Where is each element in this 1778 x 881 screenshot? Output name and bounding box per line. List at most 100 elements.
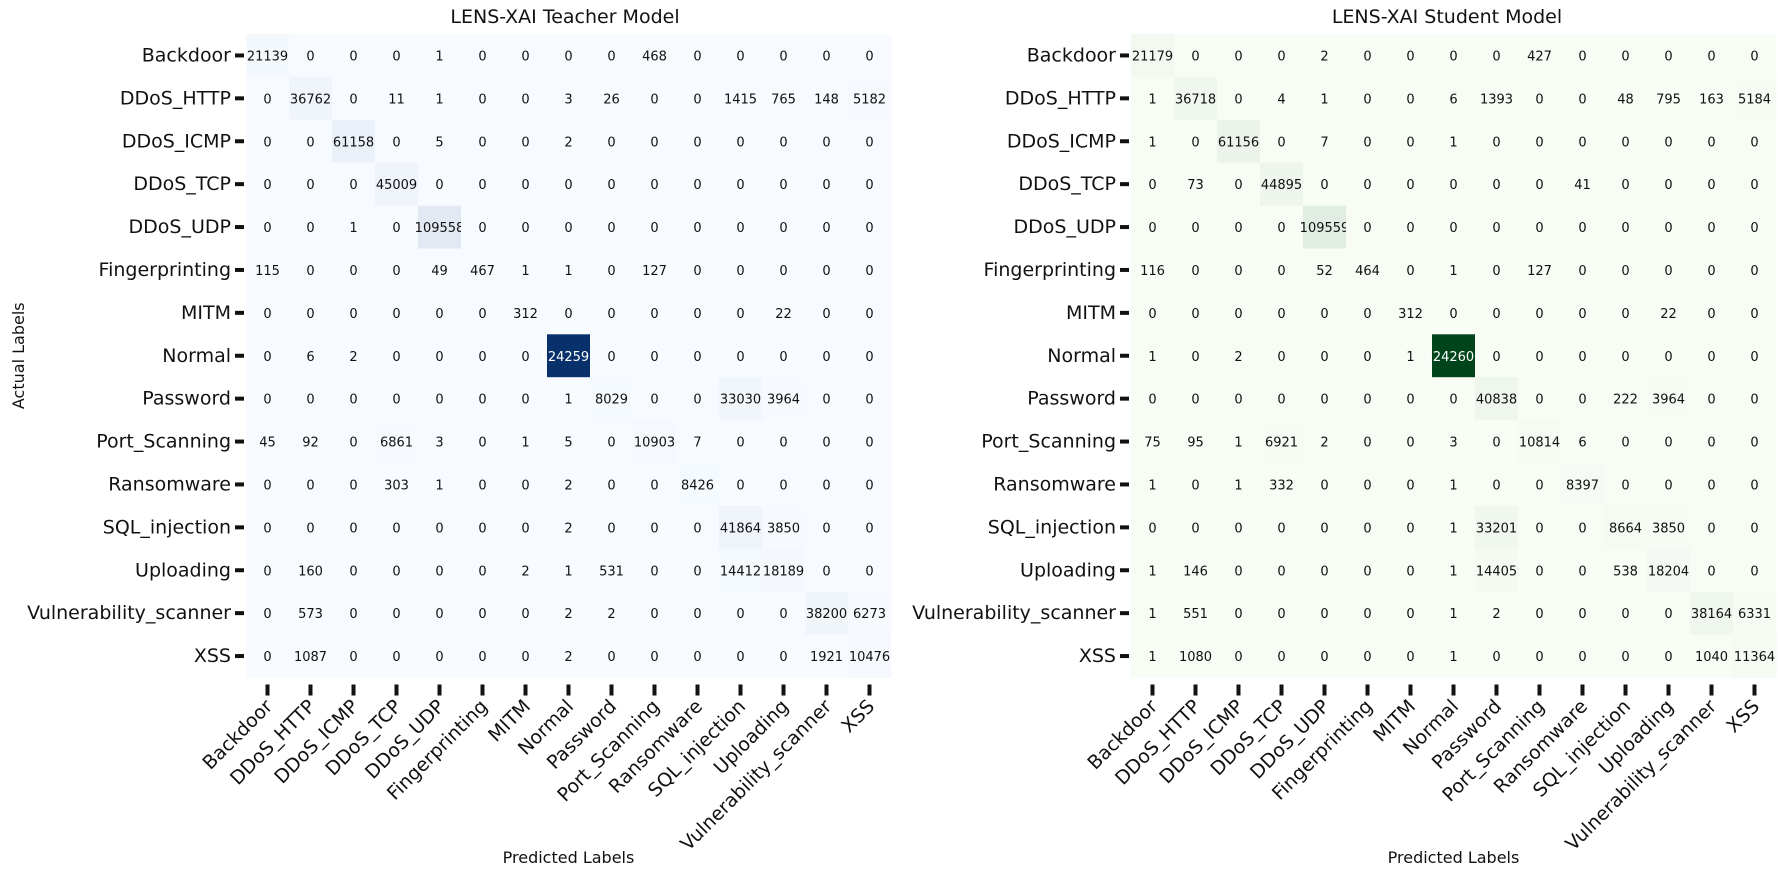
- cell-value-label: 0: [1406, 478, 1414, 493]
- cell-value-label: 0: [1363, 650, 1371, 665]
- cell-value-label: 1: [1148, 350, 1156, 365]
- cell-value-label: 0: [1363, 307, 1371, 322]
- y-tick-label: SQL_injection: [103, 516, 231, 538]
- heatmap-cell: [633, 591, 677, 636]
- heatmap-cell: [1518, 34, 1562, 78]
- cell-value-label: 1: [349, 221, 357, 236]
- cell-value-label: 38164: [1691, 607, 1732, 622]
- cell-value-label: 0: [1363, 521, 1371, 536]
- cell-value-label: 0: [779, 135, 787, 150]
- heatmap-cell: [719, 591, 763, 636]
- cell-value-label: 22: [1660, 307, 1677, 322]
- cell-value-label: 40838: [1476, 393, 1517, 408]
- heatmap-cell: [719, 634, 763, 678]
- cell-value-label: 0: [1277, 350, 1285, 365]
- heatmap-cell: [1389, 205, 1433, 249]
- heatmap-cell: [1604, 634, 1648, 678]
- cell-value-label: 0: [1363, 49, 1371, 64]
- heatmap-cell: [1604, 34, 1648, 78]
- cell-value-label: 468: [642, 49, 667, 64]
- cell-value-label: 0: [1578, 264, 1586, 279]
- heatmap-cell: [1432, 291, 1476, 335]
- cell-value-label: 0: [1664, 178, 1672, 193]
- y-tick-label: XSS: [1079, 645, 1116, 667]
- cell-value-label: 1087: [294, 650, 327, 665]
- cell-value-label: 2: [564, 607, 572, 622]
- cell-value-label: 1: [1449, 264, 1457, 279]
- cell-value-label: 0: [1234, 393, 1242, 408]
- heatmap-cell: [676, 463, 720, 507]
- cell-value-label: 95: [1187, 436, 1204, 451]
- heatmap-cell: [1561, 634, 1605, 678]
- cell-value-label: 0: [736, 264, 744, 279]
- cell-value-label: 0: [1535, 650, 1543, 665]
- heatmap-cell: [246, 205, 290, 249]
- cell-value-label: 1415: [724, 92, 757, 107]
- heatmap-cell: [805, 334, 849, 378]
- y-tick-label: DDoS_TCP: [133, 173, 231, 195]
- heatmap-cell: [1432, 76, 1476, 121]
- cell-value-label: 0: [1320, 607, 1328, 622]
- y-tick-label: Fingerprinting: [99, 259, 231, 281]
- heatmap-cell: [1561, 463, 1605, 507]
- cell-value-label: 0: [349, 478, 357, 493]
- heatmap-cell: [1303, 463, 1347, 507]
- heatmap-cell: [461, 119, 505, 164]
- cell-value-label: 0: [263, 393, 271, 408]
- heatmap-cell: [762, 634, 806, 678]
- heatmap-cell: [1647, 119, 1691, 164]
- cell-value-label: 0: [392, 264, 400, 279]
- heatmap-cell: [1647, 248, 1691, 292]
- cell-value-label: 0: [1621, 49, 1629, 64]
- cell-value-label: 0: [1406, 607, 1414, 622]
- cell-value-label: 0: [263, 178, 271, 193]
- heatmap-cell: [289, 34, 333, 78]
- cell-value-label: 0: [392, 221, 400, 236]
- heatmap-cell: [504, 162, 548, 207]
- heatmap-cell: [461, 420, 505, 464]
- cell-value-label: 0: [1406, 393, 1414, 408]
- cell-value-label: 0: [1277, 264, 1285, 279]
- heatmap-cell: [332, 291, 376, 335]
- cell-value-label: 2: [1320, 49, 1328, 64]
- heatmap-cell: [1518, 420, 1562, 464]
- heatmap-cell: [1174, 291, 1218, 335]
- heatmap-cell: [461, 377, 505, 421]
- heatmap-cell: [418, 119, 462, 164]
- heatmap-cell: [1217, 420, 1261, 464]
- cell-value-label: 0: [607, 307, 615, 322]
- heatmap-cell: [504, 591, 548, 636]
- heatmap-cell: [1432, 634, 1476, 678]
- heatmap-cell: [1561, 119, 1605, 164]
- heatmap-cell: [762, 291, 806, 335]
- cell-value-label: 0: [435, 350, 443, 365]
- cell-value-label: 0: [607, 350, 615, 365]
- cell-value-label: 0: [1621, 221, 1629, 236]
- cell-value-label: 0: [1191, 221, 1199, 236]
- cell-value-label: 0: [263, 521, 271, 536]
- cell-value-label: 3964: [1652, 393, 1685, 408]
- heatmap-cell: [805, 248, 849, 292]
- heatmap-cell: [719, 548, 763, 593]
- heatmap-cell: [1647, 591, 1691, 636]
- heatmap-cell: [504, 634, 548, 678]
- cell-value-label: 1921: [810, 650, 843, 665]
- heatmap-cell: [762, 205, 806, 249]
- heatmap-cell: [1389, 634, 1433, 678]
- cell-value-label: 0: [1277, 135, 1285, 150]
- heatmap-cell: [289, 291, 333, 335]
- cell-value-label: 0: [779, 178, 787, 193]
- heatmap-cell: [1389, 334, 1433, 378]
- heatmap-cell: [461, 548, 505, 593]
- cell-value-label: 0: [1707, 436, 1715, 451]
- heatmap-cell: [418, 548, 462, 593]
- heatmap-cell: [1217, 291, 1261, 335]
- heatmap-cell: [1131, 248, 1175, 292]
- cell-value-label: 1: [564, 264, 572, 279]
- heatmap-cell: [1389, 420, 1433, 464]
- cell-value-label: 0: [392, 49, 400, 64]
- heatmap-cell: [375, 420, 419, 464]
- heatmap-cell: [762, 76, 806, 121]
